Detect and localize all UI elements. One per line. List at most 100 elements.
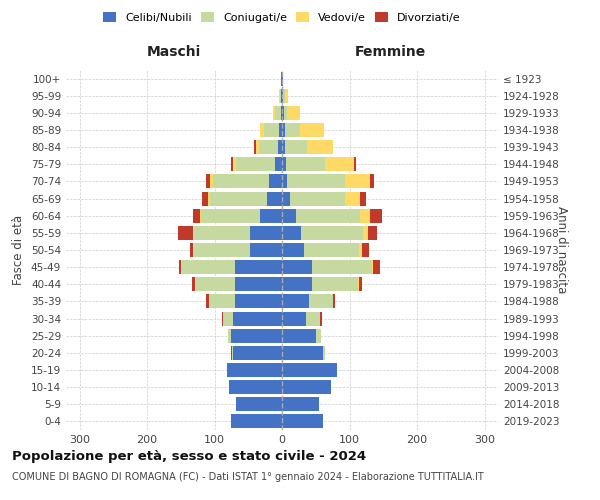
Bar	[282, 88, 283, 102]
Bar	[208, 192, 210, 205]
Bar	[232, 346, 233, 360]
Bar	[182, 260, 235, 274]
Bar	[325, 158, 353, 172]
Bar	[250, 226, 282, 240]
Bar	[193, 226, 194, 240]
Text: Popolazione per età, sesso e stato civile - 2024: Popolazione per età, sesso e stato civil…	[12, 450, 366, 463]
Bar	[200, 208, 201, 222]
Bar	[196, 278, 235, 291]
Bar	[194, 243, 250, 257]
Bar	[269, 174, 282, 188]
Bar	[275, 158, 282, 172]
Bar	[309, 294, 332, 308]
Bar	[194, 226, 250, 240]
Bar	[227, 363, 282, 377]
Bar	[281, 106, 282, 120]
Bar	[282, 294, 309, 308]
Bar	[193, 243, 194, 257]
Bar	[264, 123, 278, 137]
Bar	[323, 346, 325, 360]
Bar	[259, 140, 278, 154]
Bar	[281, 88, 282, 102]
Bar	[282, 363, 337, 377]
Bar	[284, 106, 287, 120]
Legend: Celibi/Nubili, Coniugati/e, Vedovi/e, Divorziati/e: Celibi/Nubili, Coniugati/e, Vedovi/e, Di…	[99, 8, 465, 28]
Bar	[286, 158, 325, 172]
Bar	[272, 106, 275, 120]
Bar	[286, 123, 300, 137]
Bar	[228, 328, 232, 342]
Bar	[206, 294, 209, 308]
Text: Maschi: Maschi	[147, 45, 201, 59]
Bar	[233, 158, 236, 172]
Bar	[254, 140, 256, 154]
Bar	[320, 312, 322, 326]
Bar	[235, 294, 282, 308]
Bar	[282, 192, 290, 205]
Bar	[282, 328, 316, 342]
Bar	[285, 88, 288, 102]
Bar	[206, 174, 210, 188]
Bar	[235, 260, 282, 274]
Bar	[256, 140, 259, 154]
Bar	[282, 346, 323, 360]
Bar	[287, 106, 299, 120]
Bar	[370, 174, 374, 188]
Bar	[316, 328, 321, 342]
Bar	[296, 208, 359, 222]
Bar	[353, 158, 356, 172]
Bar	[304, 243, 359, 257]
Bar	[209, 294, 235, 308]
Bar	[202, 192, 208, 205]
Bar	[362, 243, 369, 257]
Bar	[275, 106, 281, 120]
Bar	[282, 72, 283, 86]
Bar	[307, 140, 332, 154]
Bar	[368, 226, 377, 240]
Bar	[373, 260, 380, 274]
Bar	[282, 140, 286, 154]
Text: Femmine: Femmine	[355, 45, 425, 59]
Bar	[282, 278, 313, 291]
Bar	[233, 346, 282, 360]
Bar	[282, 260, 313, 274]
Bar	[359, 208, 370, 222]
Bar	[223, 312, 233, 326]
Bar	[305, 312, 320, 326]
Bar	[313, 260, 372, 274]
Bar	[278, 123, 282, 137]
Bar	[282, 414, 323, 428]
Bar	[229, 380, 282, 394]
Bar	[332, 294, 335, 308]
Bar	[370, 208, 382, 222]
Bar	[283, 88, 285, 102]
Bar	[260, 208, 282, 222]
Bar	[360, 192, 366, 205]
Bar	[301, 226, 363, 240]
Bar	[282, 174, 287, 188]
Bar	[230, 346, 232, 360]
Bar	[282, 398, 319, 411]
Bar	[260, 123, 264, 137]
Bar	[190, 243, 193, 257]
Bar	[359, 243, 362, 257]
Bar	[278, 140, 282, 154]
Bar	[359, 278, 362, 291]
Bar	[282, 226, 301, 240]
Bar	[282, 123, 286, 137]
Bar	[236, 158, 275, 172]
Bar	[181, 260, 182, 274]
Bar	[281, 72, 282, 86]
Bar	[210, 174, 213, 188]
Bar	[232, 414, 282, 428]
Bar	[210, 192, 267, 205]
Bar	[191, 278, 195, 291]
Bar	[230, 158, 233, 172]
Y-axis label: Anni di nascita: Anni di nascita	[555, 206, 568, 294]
Bar	[179, 260, 181, 274]
Bar	[213, 174, 269, 188]
Y-axis label: Fasce di età: Fasce di età	[13, 215, 25, 285]
Bar	[300, 123, 324, 137]
Bar	[280, 88, 281, 102]
Bar	[222, 312, 223, 326]
